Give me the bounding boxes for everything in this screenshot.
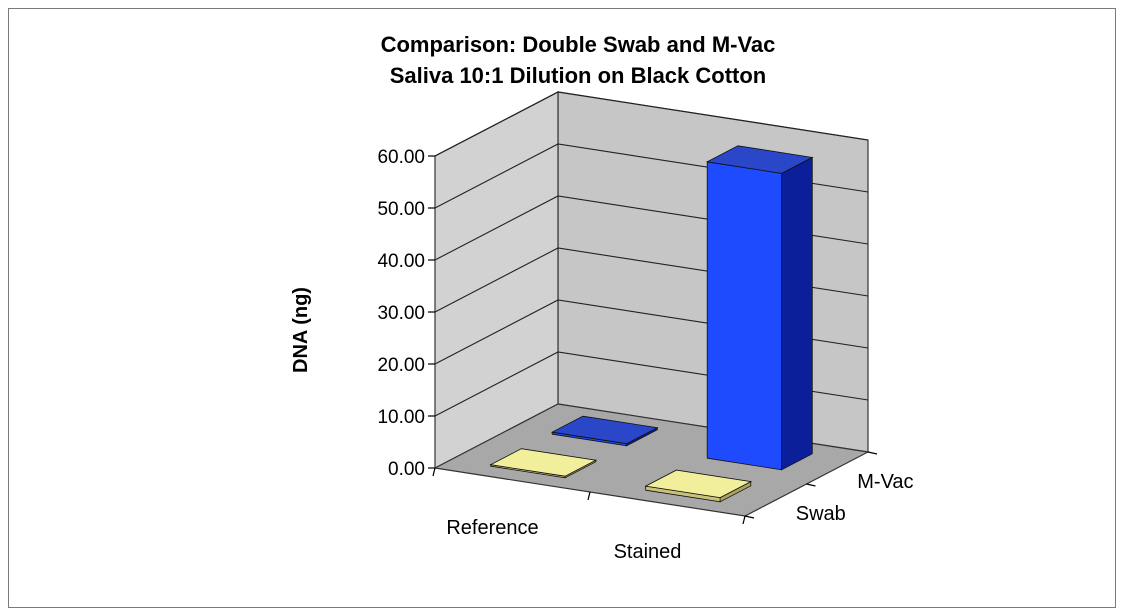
bar-m-vac-stained-top	[705, 145, 814, 174]
chart-subtitle: Saliva 10:1 Dilution on Black Cotton	[390, 63, 767, 88]
chart-title: Comparison: Double Swab and M-Vac	[381, 32, 776, 57]
bar-m-vac-stained-side	[781, 156, 813, 471]
x-tick-mark	[587, 491, 591, 501]
bar-m-vac-reference-top	[550, 415, 659, 445]
z-tick-mark	[744, 515, 755, 519]
y-tick-label: 60.00	[377, 147, 425, 168]
plot-area: 0.00 10.00 20.00 30.00 40.00 50.00 60.00 Refere…	[377, 91, 914, 563]
y-tick-label: 0.00	[388, 459, 425, 480]
y-tick-label: 20.00	[377, 355, 425, 376]
bar-swab-stained-top	[644, 469, 753, 499]
z-tick-label: Swab	[796, 503, 846, 525]
chart: Comparison: Double Swab and M-Vac Saliva…	[290, 32, 914, 563]
x-tick-mark	[432, 467, 436, 477]
y-tick-label: 40.00	[377, 251, 425, 272]
bar-swab-reference-top	[489, 448, 598, 477]
y-axis-label: DNA (ng)	[290, 287, 312, 373]
y-tick-label: 10.00	[377, 407, 425, 428]
z-tick-mark	[806, 483, 816, 487]
gridline	[434, 91, 869, 157]
y-tick-label: 50.00	[377, 199, 425, 220]
z-tick-label: M-Vac	[857, 471, 913, 493]
bar-m-vac-stained	[706, 161, 782, 471]
x-tick-mark	[742, 515, 746, 525]
z-tick-mark	[867, 451, 878, 455]
y-tick-label: 30.00	[377, 303, 425, 324]
x-tick-label: Stained	[614, 541, 682, 563]
x-tick-label: Reference	[446, 517, 538, 539]
